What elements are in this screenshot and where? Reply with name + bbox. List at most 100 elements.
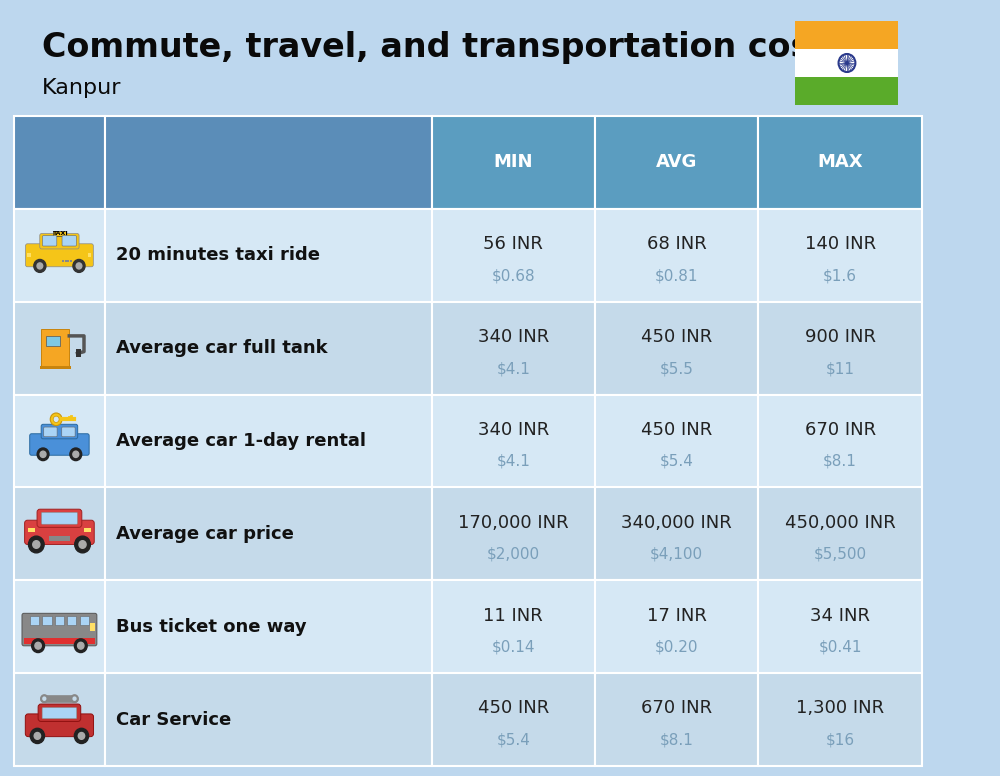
Bar	[67, 260, 69, 262]
Bar	[88, 253, 91, 257]
Text: 340,000 INR: 340,000 INR	[621, 514, 732, 532]
Text: 170,000 INR: 170,000 INR	[458, 514, 569, 532]
Text: $8.1: $8.1	[823, 454, 857, 469]
FancyBboxPatch shape	[42, 236, 57, 246]
FancyBboxPatch shape	[37, 509, 82, 528]
Text: $0.41: $0.41	[818, 639, 862, 655]
Bar	[90, 623, 95, 631]
Bar	[432, 302, 595, 394]
Circle shape	[42, 696, 46, 701]
Bar	[795, 21, 898, 49]
Text: $0.81: $0.81	[655, 268, 698, 283]
Text: 17 INR: 17 INR	[647, 607, 707, 625]
Bar	[595, 116, 758, 209]
Bar	[105, 394, 432, 487]
Text: 56 INR: 56 INR	[483, 235, 543, 253]
Bar	[758, 487, 922, 580]
Circle shape	[79, 541, 86, 549]
Circle shape	[33, 541, 40, 549]
Bar	[758, 673, 922, 766]
Text: MIN: MIN	[494, 154, 533, 171]
Text: 34 INR: 34 INR	[810, 607, 870, 625]
Circle shape	[40, 451, 46, 457]
Text: AVG: AVG	[656, 154, 697, 171]
Text: $0.14: $0.14	[492, 639, 535, 655]
Bar	[432, 673, 595, 766]
Text: 68 INR: 68 INR	[647, 235, 707, 253]
FancyBboxPatch shape	[30, 434, 89, 456]
Bar	[55, 616, 64, 625]
Bar	[432, 116, 595, 209]
FancyBboxPatch shape	[40, 234, 79, 249]
Bar	[432, 580, 595, 673]
Circle shape	[50, 413, 62, 425]
Text: $2,000: $2,000	[487, 547, 540, 562]
FancyBboxPatch shape	[26, 244, 93, 267]
Circle shape	[53, 416, 59, 422]
Text: $0.20: $0.20	[655, 639, 698, 655]
Text: $1.6: $1.6	[823, 268, 857, 283]
Bar	[14, 116, 105, 209]
Circle shape	[75, 536, 90, 553]
Circle shape	[34, 259, 46, 272]
Text: 450 INR: 450 INR	[641, 421, 712, 439]
Bar	[595, 394, 758, 487]
Bar	[758, 209, 922, 302]
Bar	[758, 580, 922, 673]
Circle shape	[34, 733, 41, 740]
Bar	[595, 580, 758, 673]
Bar	[80, 616, 89, 625]
Circle shape	[70, 694, 79, 703]
Bar	[758, 302, 922, 394]
Bar	[105, 116, 432, 209]
Circle shape	[35, 643, 41, 650]
Bar	[30, 616, 39, 625]
Circle shape	[73, 451, 79, 457]
Circle shape	[37, 448, 49, 461]
Bar	[105, 302, 432, 394]
Text: $5.4: $5.4	[496, 733, 530, 747]
Bar	[14, 580, 105, 673]
Bar	[432, 394, 595, 487]
Text: $4.1: $4.1	[496, 361, 530, 376]
Bar	[40, 365, 71, 369]
Bar	[84, 528, 91, 532]
Text: $5.5: $5.5	[660, 361, 694, 376]
FancyBboxPatch shape	[25, 714, 94, 736]
Circle shape	[74, 729, 89, 743]
Text: Car Service: Car Service	[116, 711, 231, 729]
Circle shape	[78, 733, 85, 740]
Bar	[14, 209, 105, 302]
Bar	[758, 116, 922, 209]
Text: $5.4: $5.4	[660, 454, 694, 469]
Bar	[595, 209, 758, 302]
Circle shape	[37, 263, 43, 269]
Bar	[105, 209, 432, 302]
FancyBboxPatch shape	[41, 512, 77, 525]
Bar	[795, 49, 898, 77]
Bar	[28, 528, 35, 532]
Bar	[42, 616, 52, 625]
Bar	[14, 302, 105, 394]
Circle shape	[73, 259, 85, 272]
Text: 11 INR: 11 INR	[483, 607, 543, 625]
Circle shape	[70, 448, 82, 461]
Text: 450,000 INR: 450,000 INR	[785, 514, 896, 532]
Text: $11: $11	[826, 361, 855, 376]
Bar	[595, 673, 758, 766]
Bar	[41, 329, 69, 367]
Bar	[595, 487, 758, 580]
Text: 340 INR: 340 INR	[478, 328, 549, 346]
Text: Kanpur: Kanpur	[42, 78, 122, 98]
Text: TAXI: TAXI	[52, 231, 67, 236]
Text: 340 INR: 340 INR	[478, 421, 549, 439]
FancyBboxPatch shape	[44, 427, 57, 437]
Bar	[67, 616, 76, 625]
FancyBboxPatch shape	[25, 520, 94, 545]
Text: $0.68: $0.68	[492, 268, 535, 283]
Bar	[432, 487, 595, 580]
FancyBboxPatch shape	[38, 704, 81, 722]
Circle shape	[72, 696, 77, 701]
Bar	[14, 673, 105, 766]
Text: 1,300 INR: 1,300 INR	[796, 699, 884, 718]
